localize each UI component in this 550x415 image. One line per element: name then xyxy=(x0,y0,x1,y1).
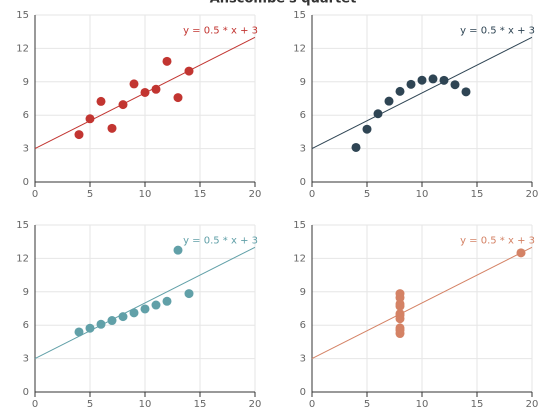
point xyxy=(351,142,361,152)
point xyxy=(362,124,372,134)
point xyxy=(107,123,117,133)
x-tick-label: 15 xyxy=(471,399,484,410)
point xyxy=(74,327,84,337)
trend-label: y = 0.5 * x + 3 xyxy=(460,25,535,36)
x-tick-label: 15 xyxy=(471,189,484,200)
chart-title: Anscombe's quartet xyxy=(210,0,357,7)
point xyxy=(151,84,161,94)
x-tick-label: 0 xyxy=(32,399,38,410)
point xyxy=(129,308,139,318)
x-tick-label: 0 xyxy=(309,189,315,200)
trend-line xyxy=(34,36,256,150)
x-tick-label: 10 xyxy=(139,399,152,410)
y-tick-label: 3 xyxy=(23,354,29,365)
y-tick-label: 0 xyxy=(300,177,306,188)
point xyxy=(384,96,394,106)
point xyxy=(85,323,95,333)
point xyxy=(162,56,172,66)
y-tick-label: 3 xyxy=(300,354,306,365)
x-tick-label: 0 xyxy=(309,399,315,410)
point xyxy=(450,80,460,90)
y-tick-label: 9 xyxy=(300,287,306,298)
x-tick-label: 10 xyxy=(416,189,429,200)
y-tick-label: 12 xyxy=(16,43,29,54)
point xyxy=(184,289,194,299)
y-tick-label: 9 xyxy=(300,77,306,88)
point xyxy=(395,86,405,96)
y-tick-label: 6 xyxy=(300,320,306,331)
y-tick-label: 15 xyxy=(16,220,29,231)
y-tick-label: 3 xyxy=(300,144,306,155)
point xyxy=(173,245,183,255)
point xyxy=(162,296,172,306)
y-tick-label: 0 xyxy=(23,177,29,188)
point xyxy=(107,316,117,326)
y-tick-label: 15 xyxy=(293,10,306,21)
y-tick-label: 12 xyxy=(293,43,306,54)
point xyxy=(129,79,139,89)
y-tick-label: 12 xyxy=(16,253,29,264)
x-tick-label: 15 xyxy=(194,399,207,410)
point xyxy=(96,319,106,329)
x-tick-label: 10 xyxy=(416,399,429,410)
point xyxy=(461,87,471,97)
point xyxy=(406,79,416,89)
x-tick-label: 20 xyxy=(526,399,539,410)
y-tick-label: 6 xyxy=(23,320,29,331)
point xyxy=(151,300,161,310)
x-tick-label: 5 xyxy=(87,399,93,410)
y-tick-label: 15 xyxy=(16,10,29,21)
x-tick-label: 5 xyxy=(87,189,93,200)
x-tick-label: 5 xyxy=(364,189,370,200)
y-tick-label: 12 xyxy=(293,253,306,264)
point xyxy=(395,293,405,303)
point xyxy=(118,312,128,322)
x-tick-label: 5 xyxy=(364,399,370,410)
trend-label: y = 0.5 * x + 3 xyxy=(183,25,258,36)
point xyxy=(395,325,405,335)
y-tick-label: 0 xyxy=(23,387,29,398)
trend-label: y = 0.5 * x + 3 xyxy=(460,235,535,246)
x-tick-label: 20 xyxy=(249,399,262,410)
y-tick-label: 6 xyxy=(300,110,306,121)
trend-label: y = 0.5 * x + 3 xyxy=(183,235,258,246)
x-tick-label: 20 xyxy=(249,189,262,200)
y-tick-label: 0 xyxy=(300,387,306,398)
y-tick-label: 3 xyxy=(23,144,29,155)
x-tick-label: 15 xyxy=(194,189,207,200)
point xyxy=(140,304,150,314)
point xyxy=(74,130,84,140)
trend-line xyxy=(311,36,533,150)
trend-line xyxy=(311,246,533,360)
x-tick-label: 10 xyxy=(139,189,152,200)
y-tick-label: 9 xyxy=(23,77,29,88)
trend-line xyxy=(34,246,256,360)
point xyxy=(173,93,183,103)
y-tick-label: 9 xyxy=(23,287,29,298)
point xyxy=(428,74,438,84)
point xyxy=(85,114,95,124)
y-tick-label: 15 xyxy=(293,220,306,231)
point xyxy=(96,96,106,106)
point xyxy=(395,299,405,309)
point xyxy=(417,75,427,85)
x-tick-label: 20 xyxy=(526,189,539,200)
y-tick-label: 6 xyxy=(23,110,29,121)
x-tick-label: 0 xyxy=(32,189,38,200)
